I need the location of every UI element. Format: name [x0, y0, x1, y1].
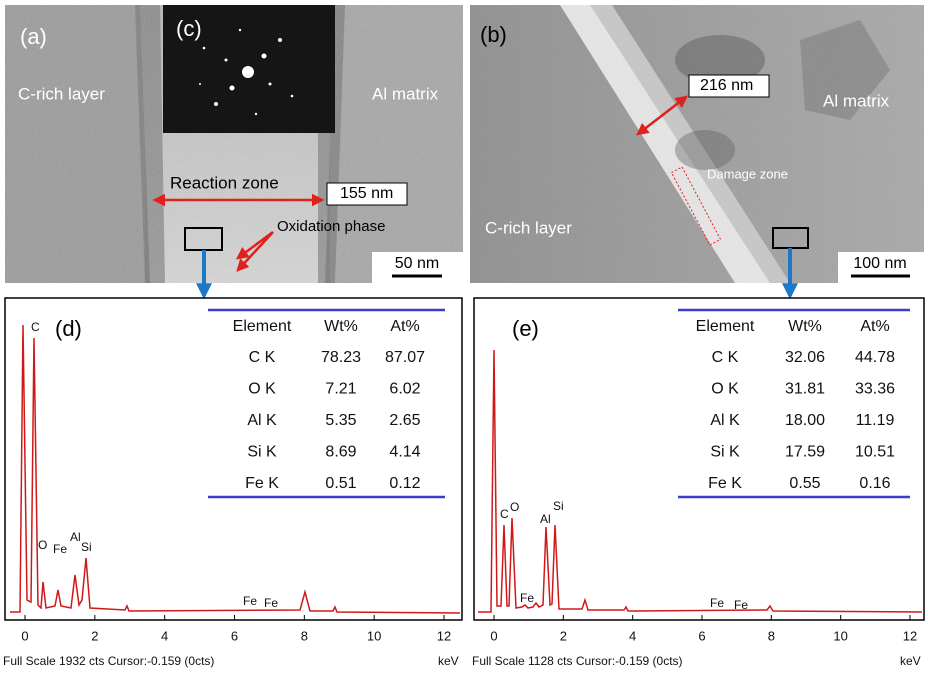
- peak-label: Al: [540, 512, 551, 526]
- x-tick-label: 8: [301, 628, 308, 643]
- peak-label: Fe: [734, 598, 748, 612]
- table-cell: Si K: [710, 444, 740, 461]
- table-cell: 0.16: [859, 475, 890, 492]
- axis-unit: keV: [438, 654, 459, 668]
- table-cell: 0.51: [325, 475, 356, 492]
- x-tick-label: 0: [21, 628, 28, 643]
- table-cell: Fe K: [245, 475, 279, 492]
- table-cell: 0.12: [389, 475, 420, 492]
- peak-label: C: [31, 320, 40, 334]
- region-label: Al matrix: [372, 84, 439, 103]
- table-cell: 87.07: [385, 349, 425, 366]
- table-cell: Fe K: [708, 475, 742, 492]
- table-cell: Al K: [710, 412, 740, 429]
- phase-label: Oxidation phase: [277, 218, 385, 235]
- table-header: Wt%: [788, 318, 822, 335]
- table-cell: Al K: [247, 412, 277, 429]
- table-cell: 5.35: [325, 412, 356, 429]
- region-label: Al matrix: [823, 91, 890, 110]
- peak-label: Fe: [710, 596, 724, 610]
- table-cell: 31.81: [785, 381, 825, 398]
- table-cell: 8.69: [325, 444, 356, 461]
- panel-label: (e): [512, 316, 539, 341]
- status-text: Full Scale 1932 cts Cursor:-0.159 (0cts): [3, 654, 214, 668]
- table-cell: 10.51: [855, 444, 895, 461]
- panel-label: (a): [20, 24, 47, 49]
- panel-label: (b): [480, 22, 507, 47]
- x-tick-label: 10: [367, 628, 381, 643]
- image-b: (b) 216 nm Al matrix Damage zone C-rich …: [470, 5, 924, 296]
- table-header: At%: [390, 318, 419, 335]
- peak-label: O: [38, 538, 47, 552]
- table-cell: 32.06: [785, 349, 825, 366]
- table-cell: 7.21: [325, 381, 356, 398]
- table-cell: 4.14: [389, 444, 420, 461]
- x-tick-label: 0: [490, 628, 497, 643]
- width-label: 155 nm: [340, 185, 393, 202]
- x-tick-label: 2: [560, 628, 567, 643]
- table-header: Element: [696, 318, 755, 335]
- table-cell: 17.59: [785, 444, 825, 461]
- inset-label: (c): [176, 16, 202, 41]
- status-text: Full Scale 1128 cts Cursor:-0.159 (0cts): [472, 654, 683, 668]
- axis-unit: keV: [900, 654, 921, 668]
- scale-label: 100 nm: [853, 255, 906, 272]
- table-cell: 6.02: [389, 381, 420, 398]
- x-tick-label: 12: [437, 628, 451, 643]
- width-label: 216 nm: [700, 77, 753, 94]
- table-cell: 2.65: [389, 412, 420, 429]
- table-header: Wt%: [324, 318, 358, 335]
- table-cell: Si K: [247, 444, 277, 461]
- x-tick-label: 12: [903, 628, 917, 643]
- table-cell: O K: [711, 381, 739, 398]
- peak-label: Fe: [53, 542, 67, 556]
- peak-label: Si: [553, 499, 564, 513]
- table-cell: 44.78: [855, 349, 895, 366]
- table-cell: 78.23: [321, 349, 361, 366]
- peak-label: Fe: [264, 596, 278, 610]
- x-tick-label: 8: [768, 628, 775, 643]
- peak-label: Fe: [520, 591, 534, 605]
- peak-label: C: [500, 507, 509, 521]
- panel-label: (d): [55, 316, 82, 341]
- x-tick-label: 10: [833, 628, 847, 643]
- x-tick-label: 4: [629, 628, 636, 643]
- x-tick-label: 6: [231, 628, 238, 643]
- peak-label: Fe: [243, 594, 257, 608]
- region-label: C-rich layer: [18, 84, 105, 103]
- table-header: Element: [233, 318, 292, 335]
- table-cell: 33.36: [855, 381, 895, 398]
- image-a: (a) (c) C-rich layer Al matrix Reaction …: [5, 5, 463, 296]
- peak-label: Al: [70, 530, 81, 544]
- region-label: C-rich layer: [485, 218, 572, 237]
- peak-label: Si: [81, 540, 92, 554]
- table-cell: C K: [249, 349, 276, 366]
- table-cell: O K: [248, 381, 276, 398]
- scale-label: 50 nm: [395, 255, 439, 272]
- table-cell: C K: [712, 349, 739, 366]
- table-cell: 18.00: [785, 412, 825, 429]
- peak-label: O: [510, 500, 519, 514]
- x-tick-label: 4: [161, 628, 168, 643]
- figure: (a) (c) C-rich layer Al matrix Reaction …: [0, 0, 928, 674]
- table-header: At%: [860, 318, 889, 335]
- x-tick-label: 6: [698, 628, 705, 643]
- x-tick-label: 2: [91, 628, 98, 643]
- zone-label: Damage zone: [707, 166, 788, 181]
- table-cell: 11.19: [856, 412, 895, 429]
- table-cell: 0.55: [789, 475, 820, 492]
- zone-label: Reaction zone: [170, 173, 279, 192]
